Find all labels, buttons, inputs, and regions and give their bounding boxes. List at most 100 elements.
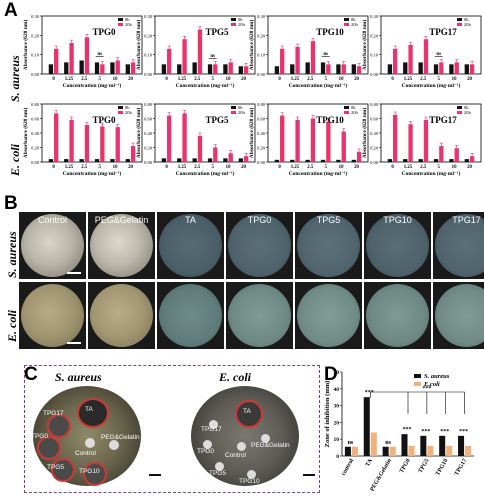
panel-b-saureus-plate-ta bbox=[159, 214, 222, 277]
panel-d-xtick-label: TPG0 bbox=[399, 458, 412, 474]
bar-ecoli-5 bbox=[446, 445, 453, 456]
panel-d-ytick-label: 10 bbox=[334, 437, 340, 443]
bar-0h-1.25 bbox=[177, 158, 182, 162]
bar-20h-20 bbox=[243, 66, 249, 74]
panel-a-xtick-label: 10 bbox=[113, 165, 118, 170]
panel-d-xtick-label: TA bbox=[365, 457, 374, 467]
panel-d-xtick-label: TPG17 bbox=[454, 458, 468, 477]
bar-20h-20 bbox=[469, 64, 475, 74]
panel-a-ytick-label: 0.20 bbox=[370, 33, 379, 38]
panel-a-ylabel: Absorbance (620 nm) bbox=[248, 108, 255, 159]
panel-a-xtick-label: 20 bbox=[467, 77, 472, 82]
panel-c-ecoli-label-peg: PEG&Gelatin bbox=[251, 442, 290, 449]
panel-b-ecoli-dish-control bbox=[19, 282, 86, 349]
legend-label-0h: 0h bbox=[125, 17, 130, 22]
panel-b-ecoli-dish-tpg10 bbox=[364, 282, 431, 349]
panel-a-xtick-label: 1.25 bbox=[404, 77, 413, 82]
legend-label-20h: 20h bbox=[238, 22, 246, 27]
panel-a-ytick-label: 0.30 bbox=[257, 14, 266, 19]
panel-a-xtick-label: 2.5 bbox=[81, 165, 88, 170]
panel-c-saureus-label-tpg5: TPG5 bbox=[47, 464, 64, 471]
panel-a-xtick-label: 0 bbox=[165, 77, 168, 82]
panel-a-xtick-label: 1.25 bbox=[404, 165, 413, 170]
panel-a-ytick-label: 0.40 bbox=[370, 131, 379, 136]
panel-c-saureus-label-ta: TA bbox=[85, 406, 93, 413]
bar-20h-20 bbox=[469, 156, 475, 162]
panel-b-ecoli-plate-ta bbox=[159, 284, 222, 347]
panel-c-frame: S. aureus E. coli TA TPG17 TPG0 PEG&Gela… bbox=[24, 365, 320, 493]
panel-b-saureus-row: Control PEG&Gelatin TA TPG0 TPG5 TPG10 TPG17 bbox=[19, 212, 484, 279]
legend-label-20h: 20h bbox=[351, 22, 359, 27]
bar-0h-20 bbox=[464, 64, 469, 74]
panel-a-ytick-label: 0.30 bbox=[31, 14, 40, 19]
panel-a-xtick-label: 20 bbox=[241, 165, 246, 170]
panel-a-xtick-label: 20 bbox=[467, 165, 472, 170]
panel-a-ylabel: Absorbance (620 nm) bbox=[22, 20, 29, 71]
panel-b-ecoli-plate-tpg10 bbox=[366, 284, 429, 347]
panel-d-legend-label-saureus: S. aureus bbox=[424, 373, 450, 380]
bar-saureus-0 bbox=[344, 446, 351, 456]
panel-a-xtick-label: 10 bbox=[113, 77, 118, 82]
panel-a-ytick-label: 0.80 bbox=[144, 102, 153, 107]
panel-a-chart-title: TPG0 bbox=[92, 115, 116, 125]
bar-ecoli-1 bbox=[370, 432, 377, 456]
panel-a-ytick-label: 0.00 bbox=[370, 72, 379, 77]
bar-0h-20 bbox=[464, 159, 469, 162]
bar-0h-0 bbox=[274, 66, 280, 74]
panel-a-chart-title: TPG5 bbox=[205, 27, 229, 37]
panel-c-ecoli-label-control: Control bbox=[225, 452, 246, 459]
bar-20h-10 bbox=[341, 131, 346, 162]
bar-0h-10 bbox=[336, 159, 341, 162]
panel-b-saureus-plate-peg-gelatin bbox=[90, 214, 153, 277]
panel-a-xtick-label: 1.25 bbox=[65, 165, 74, 170]
panel-b-saureus-label-tpg5: TPG5 bbox=[316, 215, 341, 225]
bar-20h-5 bbox=[326, 121, 331, 162]
panel-a-ytick-label: 0.00 bbox=[144, 160, 153, 165]
panel-b-ecoli-dish-peg-gelatin bbox=[88, 282, 155, 349]
ns-label: ns bbox=[97, 52, 102, 57]
panel-a-xtick-label: 2.5 bbox=[194, 165, 201, 170]
bar-saureus-2 bbox=[382, 446, 389, 456]
legend-label-0h: 0h bbox=[464, 17, 469, 22]
panel-c-ecoli-well-control bbox=[237, 442, 246, 451]
bar-20h-5 bbox=[100, 126, 105, 162]
bar-20h-0 bbox=[54, 113, 59, 162]
bar-0h-20 bbox=[238, 66, 243, 74]
ns-label: ns bbox=[210, 54, 215, 59]
panel-c-ecoli-well-peg bbox=[261, 434, 270, 443]
panel-a-ytick-label: 0.80 bbox=[257, 102, 266, 107]
panel-d-xtick-label: TPG5 bbox=[418, 458, 431, 474]
panel-c-title-ecoli: E. coli bbox=[219, 370, 251, 384]
panel-label-d: D bbox=[324, 364, 338, 385]
panel-c-ecoli-label-tpg5: TPG5 bbox=[209, 470, 226, 477]
panel-a-xtick-label: 10 bbox=[452, 165, 457, 170]
panel-c-ecoli-zone-ta bbox=[235, 400, 263, 428]
panel-label-b: B bbox=[4, 193, 18, 214]
panel-c-saureus-label-tpg10: TPG10 bbox=[79, 468, 100, 475]
panel-a-ytick-label: 0.00 bbox=[257, 160, 266, 165]
bar-20h-2.5 bbox=[84, 125, 90, 162]
panel-b-saureus-dish-peg-gelatin: PEG&Gelatin bbox=[88, 212, 155, 279]
bar-0h-1.25 bbox=[403, 159, 408, 162]
panel-a-xtick-label: 20 bbox=[128, 77, 133, 82]
panel-b-saureus-label-tpg0: TPG0 bbox=[247, 215, 272, 225]
panel-c-scale-bar-right bbox=[303, 474, 315, 476]
bar-0h-2.5 bbox=[192, 158, 197, 162]
panel-b-saureus-label-ta: TA bbox=[185, 215, 196, 225]
bar-saureus-1 bbox=[363, 397, 370, 456]
legend-label-0h: 0h bbox=[238, 105, 243, 110]
bar-20h-0 bbox=[167, 115, 172, 162]
bar-0h-2.5 bbox=[418, 159, 423, 162]
bar-saureus-6 bbox=[458, 435, 465, 456]
panel-a-chart-title: TPG5 bbox=[205, 115, 229, 125]
panel-a-ylabel: Absorbance (620 nm) bbox=[361, 108, 368, 159]
panel-a-xtick-label: 0 bbox=[391, 77, 394, 82]
panel-a-xtick-label: 5 bbox=[98, 77, 101, 82]
bar-20h-5 bbox=[213, 147, 218, 162]
bar-saureus-3 bbox=[401, 434, 408, 456]
bar-saureus-4 bbox=[420, 435, 427, 456]
panel-a-xtick-label: 1.25 bbox=[65, 77, 74, 82]
